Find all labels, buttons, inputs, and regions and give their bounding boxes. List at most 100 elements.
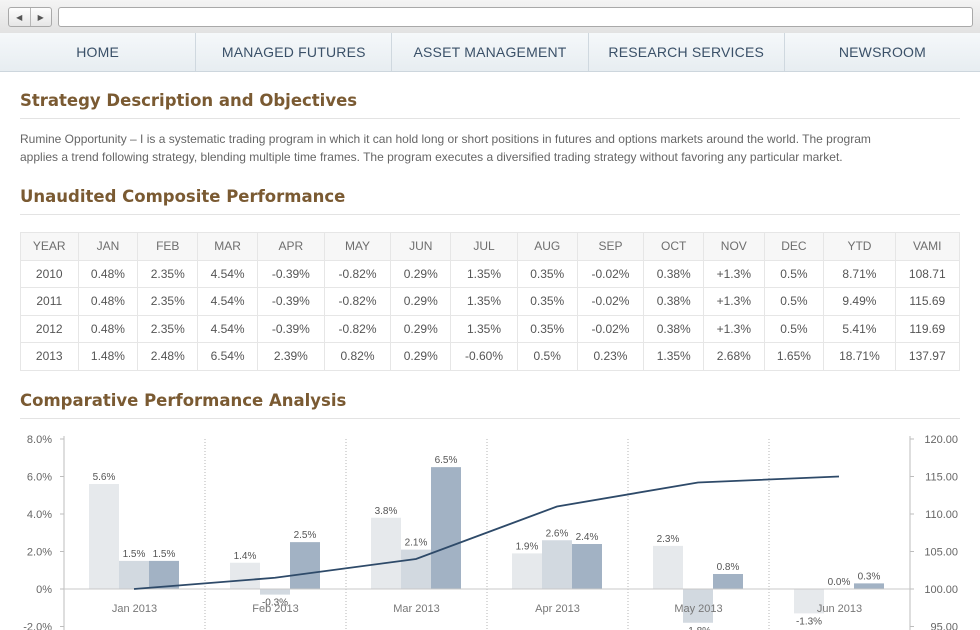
table-cell: +1.3%: [703, 314, 765, 343]
table-cell: 1.35%: [643, 342, 705, 371]
table-cell: 108.71: [894, 259, 961, 288]
strategy-description-line: Rumine Opportunity – I is a systematic t…: [20, 132, 871, 146]
bar: [653, 545, 683, 589]
bar: [230, 562, 260, 589]
column-header: FEB: [137, 232, 199, 261]
table-cell: -0.02%: [576, 287, 645, 316]
table-cell: 2.35%: [137, 259, 199, 288]
table-cell: -0.82%: [323, 287, 392, 316]
table-cell: 0.48%: [77, 314, 139, 343]
bar: [89, 484, 119, 589]
right-axis-tick-label: 115.00: [925, 472, 958, 484]
table-cell: 2013: [20, 342, 79, 371]
table-cell: 2012: [20, 314, 79, 343]
table-cell: 0.35%: [516, 314, 578, 343]
left-axis-tick-label: -2.0%: [23, 622, 52, 630]
table-cell: 1.35%: [450, 259, 518, 288]
table-cell: 0.5%: [516, 342, 578, 371]
table-cell: 115.69: [894, 287, 961, 316]
column-header: JUL: [450, 232, 518, 261]
browser-toolbar: ◀ ▶: [0, 0, 980, 34]
back-arrow-icon[interactable]: ◀: [16, 12, 23, 22]
table-cell: -0.82%: [323, 314, 392, 343]
table-cell: -0.60%: [450, 342, 518, 371]
table-cell: 0.82%: [323, 342, 392, 371]
bar: [512, 553, 542, 589]
table-cell: 2.48%: [137, 342, 199, 371]
table-cell: 0.5%: [763, 259, 825, 288]
bar-data-label: 1.9%: [516, 541, 539, 552]
address-bar[interactable]: [58, 7, 973, 27]
table-cell: 0.29%: [390, 314, 452, 343]
bar-data-label: -1.3%: [796, 616, 822, 627]
column-header: VAMI: [894, 232, 961, 261]
right-axis-tick-label: 105.00: [924, 547, 958, 559]
table-cell: 0.5%: [763, 287, 825, 316]
table-cell: 0.38%: [643, 314, 705, 343]
menu-item-asset-management[interactable]: ASSET MANAGEMENT: [391, 33, 587, 71]
left-axis-tick-label: 6.0%: [27, 472, 52, 484]
table-cell: 2.35%: [137, 287, 199, 316]
bar-data-label: 2.6%: [546, 528, 569, 539]
table-cell: -0.39%: [257, 314, 325, 343]
table-cell: 9.49%: [823, 287, 896, 316]
column-header: JUN: [390, 232, 452, 261]
category-label: Mar 2013: [393, 603, 439, 615]
column-header: SEP: [576, 232, 645, 261]
bar: [542, 540, 572, 589]
table-row: 2010 0.48% 2.35% 4.54% -0.39% -0.82% 0.29% 1.35…: [20, 259, 961, 288]
right-axis-tick-label: 95.00: [930, 622, 958, 630]
bar: [713, 574, 743, 589]
column-header: JAN: [77, 232, 139, 261]
performance-heading: Unaudited Composite Performance: [20, 187, 960, 215]
left-axis-tick-label: 0%: [36, 584, 52, 596]
table-cell: 137.97: [894, 342, 961, 371]
column-header: YEAR: [20, 232, 79, 261]
performance-table-body: 2010 0.48% 2.35% 4.54% -0.39% -0.82% 0.29% 1.35…: [20, 259, 961, 371]
table-cell: 0.29%: [390, 287, 452, 316]
table-row: 2011 0.48% 2.35% 4.54% -0.39% -0.82% 0.29% 1.35…: [20, 287, 961, 316]
bar-data-label: 0.3%: [858, 571, 881, 582]
menu-item-research-services[interactable]: RESEARCH SERVICES: [587, 33, 784, 71]
bar: [119, 560, 149, 589]
bar-data-label: 3.8%: [375, 506, 398, 517]
category-label: Feb 2013: [252, 603, 298, 615]
menu-item-managed-futures[interactable]: MANAGED FUTURES: [195, 33, 391, 71]
vami-line: [133, 475, 840, 590]
bar-data-label: 6.5%: [435, 455, 458, 466]
category-label: Apr 2013: [535, 603, 580, 615]
performance-table: YEAR JAN FEB MAR APR MAY JUN JUL AUG SEP…: [20, 232, 961, 371]
bar: [149, 560, 179, 589]
table-cell: -0.39%: [257, 287, 325, 316]
table-cell: -0.82%: [323, 259, 392, 288]
bar: [371, 517, 401, 589]
strategy-heading: Strategy Description and Objectives: [20, 91, 960, 119]
table-cell: 2.39%: [257, 342, 325, 371]
bar-data-label: 5.6%: [93, 472, 116, 483]
table-cell: 4.54%: [197, 287, 259, 316]
main-menu: HOME MANAGED FUTURES ASSET MANAGEMENT RE…: [0, 33, 980, 72]
column-header: OCT: [643, 232, 705, 261]
bar: [431, 467, 461, 589]
table-cell: 2011: [20, 287, 79, 316]
bar-data-label: 2.5%: [294, 530, 317, 541]
comparative-heading: Comparative Performance Analysis: [20, 391, 960, 419]
table-cell: -0.02%: [576, 314, 645, 343]
menu-item-newsroom[interactable]: NEWSROOM: [783, 33, 980, 71]
column-header: MAY: [323, 232, 392, 261]
bar-data-label: 0.0%: [828, 577, 851, 588]
column-header: APR: [257, 232, 325, 261]
forward-arrow-icon[interactable]: ▶: [29, 8, 52, 26]
category-label: May 2013: [674, 603, 722, 615]
table-cell: 1.35%: [450, 314, 518, 343]
bar: [683, 589, 713, 623]
menu-item-home[interactable]: HOME: [76, 44, 119, 60]
table-cell: 1.35%: [450, 287, 518, 316]
table-cell: 2.35%: [137, 314, 199, 343]
table-cell: 0.29%: [390, 259, 452, 288]
bar-data-label: -1.8%: [685, 626, 711, 630]
bar-data-label: 2.4%: [576, 532, 599, 543]
column-header: DEC: [763, 232, 825, 261]
bar: [290, 542, 320, 589]
table-cell: +1.3%: [703, 287, 765, 316]
